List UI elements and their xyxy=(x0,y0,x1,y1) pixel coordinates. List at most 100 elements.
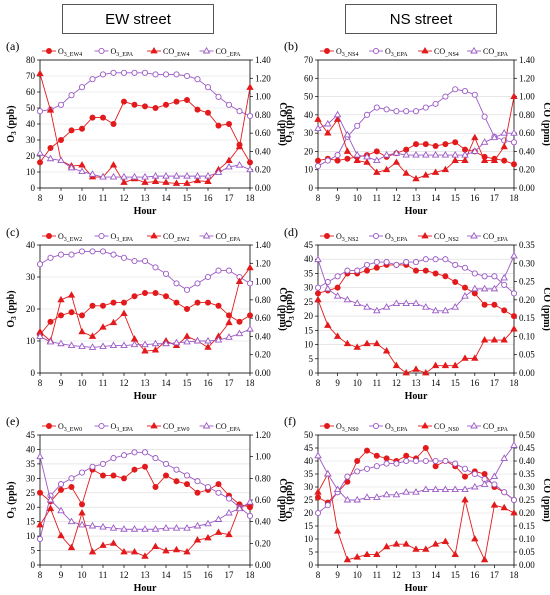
data-point-co-epa xyxy=(172,172,181,179)
x-tick-label: 13 xyxy=(141,193,151,203)
data-point-o3-epa xyxy=(89,76,96,83)
data-point-o3-epa xyxy=(471,470,478,478)
data-point-o3-epa xyxy=(99,248,107,255)
legend-label: O3_EPA xyxy=(385,422,408,433)
data-point-o3-epa xyxy=(89,248,96,255)
data-point-o3-epa xyxy=(363,111,371,118)
data-point-co-epa xyxy=(120,525,128,532)
data-point-co-meas xyxy=(451,550,459,557)
data-point-o3-meas xyxy=(110,299,117,306)
y-left-tick-label: 20 xyxy=(304,508,314,518)
x-tick-label: 8 xyxy=(316,193,321,203)
data-point-o3-epa xyxy=(373,463,380,470)
data-point-o3-epa xyxy=(152,264,159,271)
data-point-co-epa xyxy=(162,172,170,179)
y-right-tick-label: 1.20 xyxy=(255,73,271,83)
data-point-o3-epa xyxy=(422,104,429,111)
y-right-tick-label: 0.60 xyxy=(255,495,271,505)
legend-marker xyxy=(202,421,211,429)
x-tick-label: 16 xyxy=(204,378,214,388)
x-tick-label: 18 xyxy=(246,193,256,203)
data-point-o3-epa xyxy=(236,108,243,115)
data-point-co-meas xyxy=(510,508,518,516)
data-point-co-epa xyxy=(490,472,499,480)
data-point-co-epa xyxy=(431,485,440,493)
data-point-co-meas xyxy=(78,327,86,335)
legend-marker xyxy=(46,232,53,239)
legend-item: CO_NS0 xyxy=(418,421,459,433)
y-left-tick-label: 40 xyxy=(26,444,36,454)
data-point-co-epa xyxy=(183,172,191,179)
legend-item: O3_EPA xyxy=(94,47,134,58)
x-tick-label: 14 xyxy=(162,193,172,203)
data-point-o3-epa xyxy=(412,457,420,465)
data-point-co-meas xyxy=(235,277,244,284)
data-point-o3-meas xyxy=(452,139,459,146)
y-right-tick-label: 0.30 xyxy=(519,258,535,268)
data-point-co-meas xyxy=(162,546,170,554)
data-point-o3-meas xyxy=(121,98,128,105)
data-point-o3-meas xyxy=(403,452,410,459)
data-point-o3-epa xyxy=(363,261,371,268)
data-point-co-meas xyxy=(246,263,254,271)
data-point-co-epa xyxy=(333,292,342,299)
legend-item: O3_EW2 xyxy=(42,232,82,243)
legend-item: O3_EPA xyxy=(94,232,134,243)
data-point-o3-meas xyxy=(183,481,190,488)
data-point-o3-meas xyxy=(501,307,508,314)
data-point-co-epa xyxy=(225,508,233,516)
data-point-co-epa xyxy=(402,150,410,158)
data-point-o3-meas xyxy=(194,299,201,306)
data-point-o3-epa xyxy=(363,465,371,472)
data-point-co-epa xyxy=(36,452,44,460)
data-point-co-epa xyxy=(36,332,44,339)
y-left-tick-label: 25 xyxy=(26,488,36,498)
data-point-co-meas xyxy=(333,332,342,339)
legend-item: O3_EPA xyxy=(94,422,134,433)
y-left-tick-label: 60 xyxy=(304,73,314,83)
data-point-co-epa xyxy=(402,488,410,495)
data-point-o3-epa xyxy=(204,84,212,91)
data-point-o3-meas xyxy=(481,301,488,308)
y-left-tick-label: 0 xyxy=(31,183,36,193)
data-point-o3-epa xyxy=(120,254,128,261)
data-point-co-meas xyxy=(314,488,322,495)
data-point-co-meas xyxy=(402,368,410,376)
y-left-tick-label: 40 xyxy=(304,254,314,264)
legend-label: CO_EW0 xyxy=(163,422,189,433)
data-point-co-meas xyxy=(120,309,128,316)
data-point-o3-meas xyxy=(383,455,390,462)
x-tick-label: 14 xyxy=(431,193,441,203)
y-right-tick-label: 0.05 xyxy=(519,547,535,557)
data-point-o3-meas xyxy=(412,141,419,148)
data-point-co-meas xyxy=(204,533,212,541)
data-point-co-epa xyxy=(441,485,450,493)
y-left-tick-label: 40 xyxy=(304,456,314,466)
legend-item: CO_NS2 xyxy=(418,231,459,243)
data-point-co-epa xyxy=(363,493,371,500)
legend-item: CO_EW0 xyxy=(147,421,189,433)
data-point-co-epa xyxy=(120,341,128,349)
data-point-co-meas xyxy=(363,158,371,165)
x-tick-label: 13 xyxy=(412,378,422,388)
x-axis-label: Hour xyxy=(134,206,157,217)
data-point-o3-meas xyxy=(344,155,351,162)
data-point-co-epa xyxy=(130,172,139,180)
data-point-o3-epa xyxy=(183,286,191,293)
data-point-co-meas xyxy=(422,171,430,178)
x-tick-label: 8 xyxy=(38,193,43,203)
y-left-tick-label: 10 xyxy=(304,165,314,175)
data-point-co-meas xyxy=(130,335,139,342)
legend-label: CO_NS4 xyxy=(434,47,459,58)
legend-label: O3_NS2 xyxy=(336,232,358,243)
data-point-o3-meas xyxy=(141,463,148,470)
data-point-co-epa xyxy=(412,299,420,306)
y-right-tick-label: 0.40 xyxy=(255,331,271,341)
data-point-co-meas xyxy=(36,520,44,528)
data-point-co-meas xyxy=(422,545,430,552)
y-right-tick-label: 0.10 xyxy=(519,331,535,341)
data-point-o3-epa xyxy=(162,71,170,78)
data-point-co-epa xyxy=(246,165,254,173)
legend-label: O3_EPA xyxy=(385,232,408,243)
data-point-co-epa xyxy=(88,521,97,529)
